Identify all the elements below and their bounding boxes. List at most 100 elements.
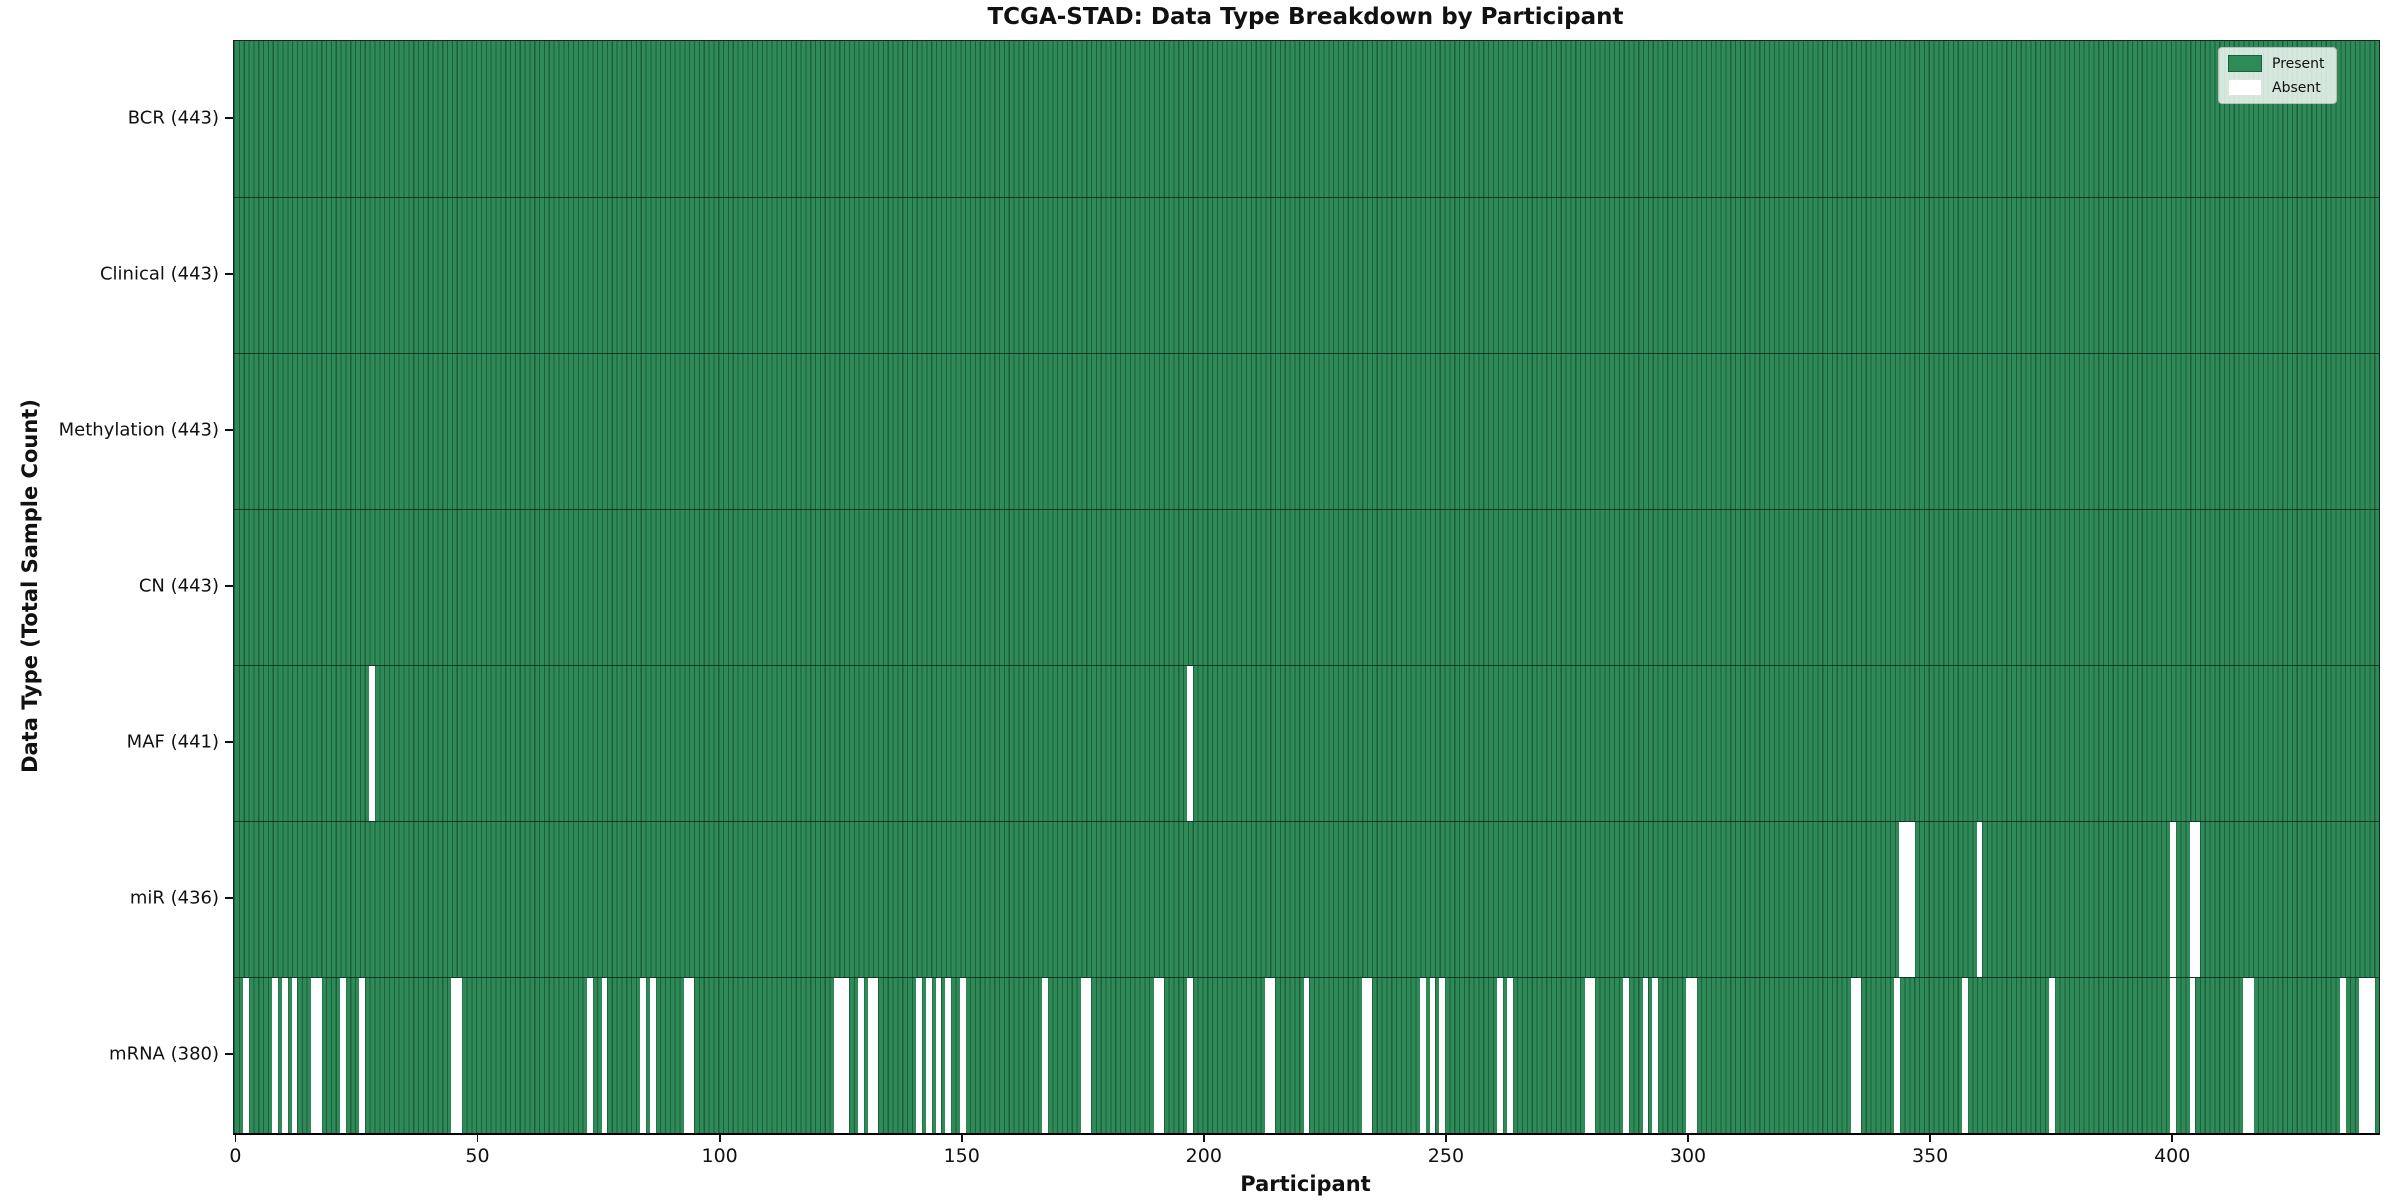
y-tick-label-clinical: Clinical (443) [99,263,219,285]
presence-row-mrna [234,977,2379,1133]
absent-gap-mrna-247 [1429,978,1436,1133]
absent-gap-mrna-214 [1269,978,1276,1133]
absent-gap-mrna-261 [1497,978,1503,1133]
absent-gap-mrna-124 [834,978,840,1133]
x-axis-label: Participant [1240,1172,1371,1196]
presence-row-methylation [234,353,2379,509]
absent-gap-mrna-147 [945,978,951,1133]
x-tick-label-50: 50 [465,1145,490,1167]
absent-gap-maf-197 [1187,666,1194,821]
absent-gap-mrna-300 [1686,978,1692,1133]
absent-gap-mrna-357 [1962,978,1968,1133]
absent-gap-mrna-125 [838,978,845,1133]
legend: Present Absent [2218,47,2337,104]
x-tick-350 [1929,1134,1931,1142]
absent-gap-mrna-287 [1623,978,1629,1133]
y-tick-label-bcr: BCR (443) [127,107,219,129]
legend-entry-present: Present [2228,55,2325,72]
absent-gap-mir-404 [2189,822,2196,977]
legend-present-label: Present [2272,55,2325,72]
absent-gap-mrna-435 [2339,978,2346,1133]
absent-gap-mrna-234 [1366,978,1373,1133]
absent-gap-mrna-441 [2368,978,2375,1133]
absent-gap-mrna-132 [872,978,879,1133]
absent-gap-mir-400 [2170,822,2177,977]
absent-gap-mrna-2 [243,978,249,1133]
absent-gap-mrna-190 [1153,978,1160,1133]
y-tick-label-maf: MAF (441) [126,731,219,753]
absent-gap-mrna-404 [2189,978,2196,1133]
absent-gap-mrna-280 [1589,978,1595,1133]
presence-row-clinical [234,197,2379,353]
x-tick-label-200: 200 [1185,1145,1222,1167]
absent-gap-mrna-233 [1361,978,1368,1133]
absent-gap-mrna-76 [601,978,608,1133]
absent-gap-mrna-73 [587,978,593,1133]
x-tick-label-400: 400 [2154,1145,2191,1167]
absent-gap-mrna-167 [1042,978,1048,1133]
x-tick-label-250: 250 [1427,1145,1465,1167]
plot-area [233,40,2380,1135]
x-tick-50 [476,1134,479,1142]
x-tick-100 [718,1134,721,1142]
absent-gap-mrna-8 [272,978,278,1133]
y-tick-label-mir: miR (436) [129,887,219,909]
absent-swatch-icon [2228,79,2262,96]
absent-gap-mir-345 [1904,822,1910,977]
absent-gap-mrna-126 [843,978,850,1133]
absent-gap-mrna-93 [683,978,690,1133]
absent-gap-mrna-131 [867,978,874,1133]
legend-entry-absent: Absent [2228,79,2325,96]
absent-gap-mrna-439 [2359,978,2365,1133]
y-tick-label-cn: CN (443) [138,575,219,597]
x-tick-300 [1687,1134,1689,1142]
chart-title: TCGA-STAD: Data Type Breakdown by Partic… [987,4,1624,30]
y-axis-label: Data Type (Total Sample Count) [18,399,42,773]
absent-gap-mrna-16 [311,978,317,1133]
x-tick-150 [960,1134,963,1142]
x-tick-250 [1445,1134,1447,1142]
absent-gap-mrna-26 [359,978,366,1133]
absent-gap-mrna-249 [1439,978,1445,1133]
absent-gap-mrna-143 [926,978,932,1133]
absent-gap-mrna-22 [340,978,346,1133]
absent-gap-mrna-45 [451,978,458,1133]
absent-gap-mrna-94 [688,978,695,1133]
x-tick-0 [234,1134,237,1142]
x-tick-label-150: 150 [943,1145,980,1167]
absent-gap-mrna-10 [282,978,288,1133]
x-tick-label-100: 100 [701,1145,738,1167]
absent-gap-mrna-263 [1507,978,1513,1133]
presence-row-bcr [234,41,2379,197]
absent-gap-mrna-334 [1850,978,1857,1133]
absent-gap-mrna-335 [1855,978,1862,1133]
x-tick-200 [1202,1134,1205,1142]
absent-gap-mrna-279 [1584,978,1591,1133]
presence-row-mir [234,821,2379,977]
legend-absent-label: Absent [2272,79,2321,96]
y-tick-maf [225,741,233,743]
absent-gap-maf-28 [369,666,375,821]
absent-gap-mir-405 [2194,822,2201,977]
y-tick-mrna [225,1053,233,1055]
absent-gap-mir-344 [1899,822,1905,977]
absent-gap-mrna-84 [640,978,646,1133]
presence-row-maf [234,665,2379,821]
absent-gap-mrna-145 [935,978,942,1133]
presence-row-cn [234,509,2379,665]
absent-gap-mrna-176 [1085,978,1092,1133]
x-tick-label-300: 300 [1669,1145,1707,1167]
absent-gap-mrna-221 [1303,978,1310,1133]
absent-gap-mrna-416 [2247,978,2254,1133]
absent-gap-mrna-150 [959,978,966,1133]
absent-gap-mrna-17 [315,978,322,1133]
y-tick-mir [225,897,233,899]
absent-gap-mrna-12 [291,978,298,1133]
absent-gap-mrna-191 [1158,978,1165,1133]
x-tick-label-0: 0 [229,1145,242,1167]
x-tick-400 [2171,1134,2174,1142]
absent-gap-mir-346 [1908,822,1915,977]
absent-gap-mrna-197 [1187,978,1194,1133]
y-tick-clinical [225,273,233,275]
